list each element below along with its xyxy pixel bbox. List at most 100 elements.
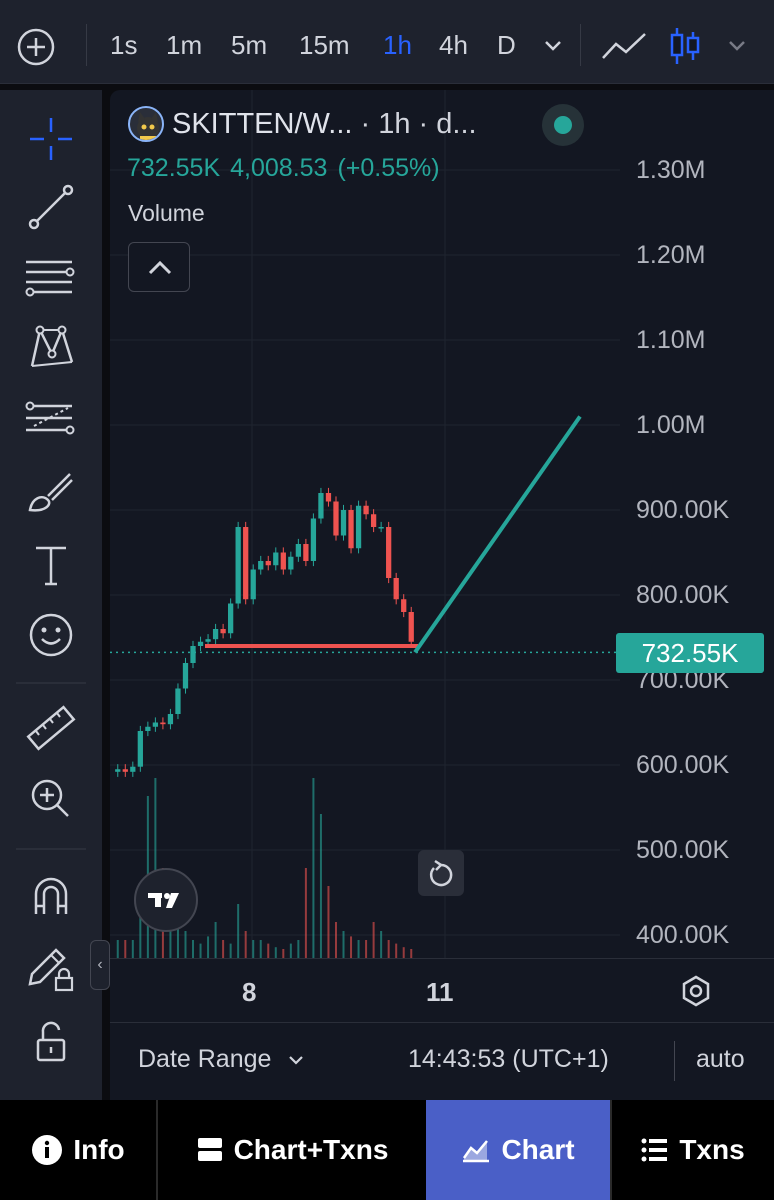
magnet-icon[interactable] <box>22 868 80 926</box>
clock-timezone[interactable]: 14:43:53 (UTC+1) <box>408 1045 609 1073</box>
nav-txns-label: Txns <box>679 1134 745 1165</box>
chart-bottom-bar: Date Range 14:43:53 (UTC+1) auto <box>110 1022 774 1100</box>
price-label: 1.10M <box>636 326 706 354</box>
unlock-icon[interactable] <box>22 1012 80 1070</box>
last-price-badge: 732.55K <box>616 633 764 673</box>
volume-bar <box>319 814 322 958</box>
price-chart <box>110 90 620 958</box>
pattern-icon[interactable] <box>22 318 80 376</box>
drawing-toolbar <box>0 90 102 1100</box>
text-icon[interactable] <box>22 536 80 594</box>
timeframe-15m[interactable]: 15m <box>299 30 350 60</box>
line-chart-icon[interactable] <box>600 28 648 64</box>
legend-change-pct: (+0.55%) <box>337 154 440 182</box>
candle <box>288 556 294 570</box>
volume-bar <box>259 940 262 958</box>
chevron-down-icon[interactable] <box>726 36 748 54</box>
candle <box>212 629 219 640</box>
candle <box>348 510 354 549</box>
emoji-icon[interactable] <box>22 606 80 664</box>
date-range-button[interactable]: Date Range <box>138 1045 306 1074</box>
auto-scale-button[interactable]: auto <box>696 1045 745 1073</box>
zoom-in-icon[interactable] <box>22 770 80 828</box>
volume-bar <box>184 931 187 958</box>
price-label: 1.20M <box>636 241 706 269</box>
nav-divider <box>156 1100 158 1200</box>
toolbar-divider <box>16 682 86 684</box>
candle <box>167 714 174 725</box>
trend-line-icon[interactable] <box>22 178 80 236</box>
volume-bar <box>282 949 285 958</box>
nav-chart[interactable]: Chart <box>426 1100 610 1200</box>
candle <box>175 688 181 714</box>
nav-info-label: Info <box>73 1134 125 1165</box>
volume-bar <box>357 940 360 958</box>
candle <box>243 527 249 600</box>
nav-txns[interactable]: Txns <box>612 1100 774 1200</box>
time-axis[interactable]: 8 11 <box>110 958 774 1022</box>
volume-bar <box>327 886 330 958</box>
crosshair-icon[interactable] <box>22 110 80 168</box>
toolbar-divider <box>16 848 86 850</box>
time-label: 8 <box>242 977 257 1007</box>
chevron-down-icon[interactable] <box>542 36 564 54</box>
info-icon <box>32 1135 63 1165</box>
legend-values: 732.55K 4,008.53 (+0.55%) <box>127 154 450 183</box>
time-label: 11 <box>426 977 454 1007</box>
add-icon[interactable] <box>16 27 56 67</box>
timeframe-d[interactable]: D <box>497 30 516 60</box>
price-axis[interactable]: 1.30M 1.20M 1.10M 1.00M 900.00K 800.00K … <box>616 90 774 958</box>
collapse-legend-button[interactable] <box>128 242 190 292</box>
chart-icon <box>463 1140 490 1163</box>
candle <box>115 769 121 772</box>
volume-bar <box>131 940 134 958</box>
nav-chart-label: Chart <box>501 1134 575 1165</box>
candle <box>325 493 332 502</box>
candle <box>265 561 271 566</box>
volume-label: Volume <box>128 200 205 226</box>
candles-icon[interactable] <box>668 24 702 68</box>
chevron-down-icon <box>289 1056 304 1065</box>
nav-chart-txns[interactable]: Chart+Txns <box>158 1100 426 1200</box>
reset-chart-button[interactable] <box>418 850 464 896</box>
nav-info[interactable]: Info <box>0 1100 156 1200</box>
candle <box>386 527 392 578</box>
candle <box>273 552 279 566</box>
brush-icon[interactable] <box>22 464 80 522</box>
volume-bar <box>139 904 142 958</box>
timeframe-4h[interactable]: 4h <box>439 30 468 60</box>
ruler-icon[interactable] <box>22 700 80 758</box>
timeframe-1s[interactable]: 1s <box>110 30 138 60</box>
candle <box>152 722 159 727</box>
collapse-toolbar-button[interactable]: ‹ <box>90 940 110 990</box>
symbol-title[interactable]: SKITTEN/W... · 1h · d... <box>172 108 477 141</box>
candle <box>182 663 189 689</box>
toolbar-divider <box>86 24 87 66</box>
volume-bar <box>214 922 217 958</box>
tradingview-logo[interactable] <box>134 868 198 932</box>
reset-icon <box>429 859 453 887</box>
timeframe-1h[interactable]: 1h <box>383 30 412 60</box>
volume-bar <box>154 778 157 958</box>
candle <box>318 493 324 519</box>
volume-bar <box>116 940 119 958</box>
price-label: 400.00K <box>636 921 730 949</box>
timeframe-1m[interactable]: 1m <box>166 30 203 60</box>
pencil-lock-icon[interactable] <box>22 940 80 998</box>
chart-pane[interactable]: SKITTEN/W... · 1h · d... 732.55K 4,008.53… <box>110 90 620 958</box>
list-icon <box>641 1138 668 1162</box>
candle <box>408 612 414 642</box>
price-label: 1.30M <box>636 156 706 184</box>
candle <box>280 552 286 570</box>
candle <box>220 629 226 634</box>
volume-bar <box>380 931 383 958</box>
projection-icon[interactable] <box>22 390 80 448</box>
timeframe-5m[interactable]: 5m <box>231 30 268 60</box>
settings-icon[interactable] <box>678 973 714 1009</box>
volume-bar <box>304 868 307 958</box>
fib-icon[interactable] <box>22 248 80 306</box>
candle <box>235 527 241 604</box>
volume-bar <box>395 943 398 958</box>
volume-bar <box>372 922 375 958</box>
symbol-interval: · 1h · d... <box>352 108 477 140</box>
